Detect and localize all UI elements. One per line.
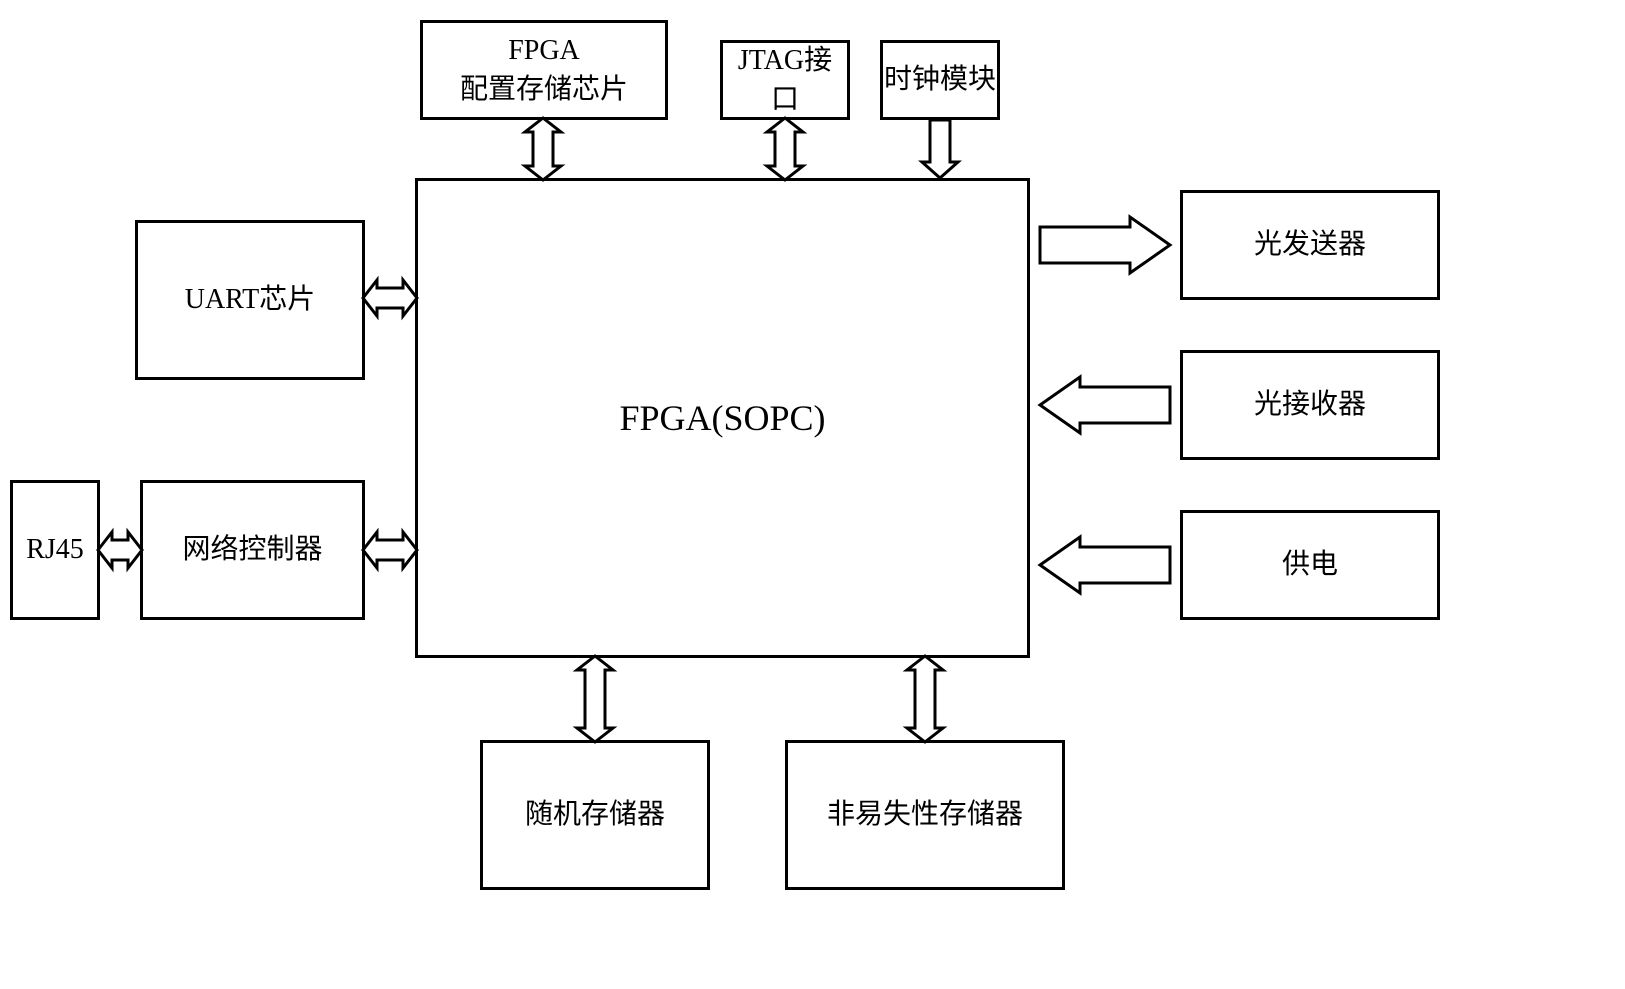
arrow-nvm-center [907,656,943,742]
node-center-label: FPGA(SOPC) [619,397,825,439]
node-netctrl-label: 网络控制器 [182,530,322,569]
node-tx-label: 光发送器 [1254,225,1366,264]
node-clock-label: 时钟模块 [884,60,996,99]
node-nvm: 非易失性存储器 [785,740,1065,890]
arrow-power-center [1040,537,1170,593]
node-center: FPGA(SOPC) [415,178,1030,658]
node-rx-label: 光接收器 [1254,385,1366,424]
node-uart: UART芯片 [135,220,365,380]
node-netctrl: 网络控制器 [140,480,365,620]
arrow-uart-center [363,280,417,316]
arrow-fpga_config-center [525,118,561,180]
node-jtag: JTAG接 口 [720,40,850,120]
arrow-rx-center [1040,377,1170,433]
node-fpga_config-label: FPGA 配置存储芯片 [460,31,628,109]
node-ram: 随机存储器 [480,740,710,890]
arrow-center-tx [1040,217,1170,273]
arrow-rj45-netctrl [98,532,142,568]
arrow-ram-center [577,656,613,742]
node-tx: 光发送器 [1180,190,1440,300]
node-rx: 光接收器 [1180,350,1440,460]
node-uart-label: UART芯片 [185,280,316,319]
node-ram-label: 随机存储器 [525,795,665,834]
node-jtag-label: JTAG接 口 [738,41,832,119]
node-power: 供电 [1180,510,1440,620]
arrow-jtag-center [767,118,803,180]
arrow-clock-center [922,120,958,178]
node-fpga_config: FPGA 配置存储芯片 [420,20,668,120]
arrow-netctrl-center [363,532,417,568]
node-clock: 时钟模块 [880,40,1000,120]
node-nvm-label: 非易失性存储器 [827,795,1023,834]
node-power-label: 供电 [1282,545,1338,584]
node-rj45-label: RJ45 [26,530,84,569]
node-rj45: RJ45 [10,480,100,620]
